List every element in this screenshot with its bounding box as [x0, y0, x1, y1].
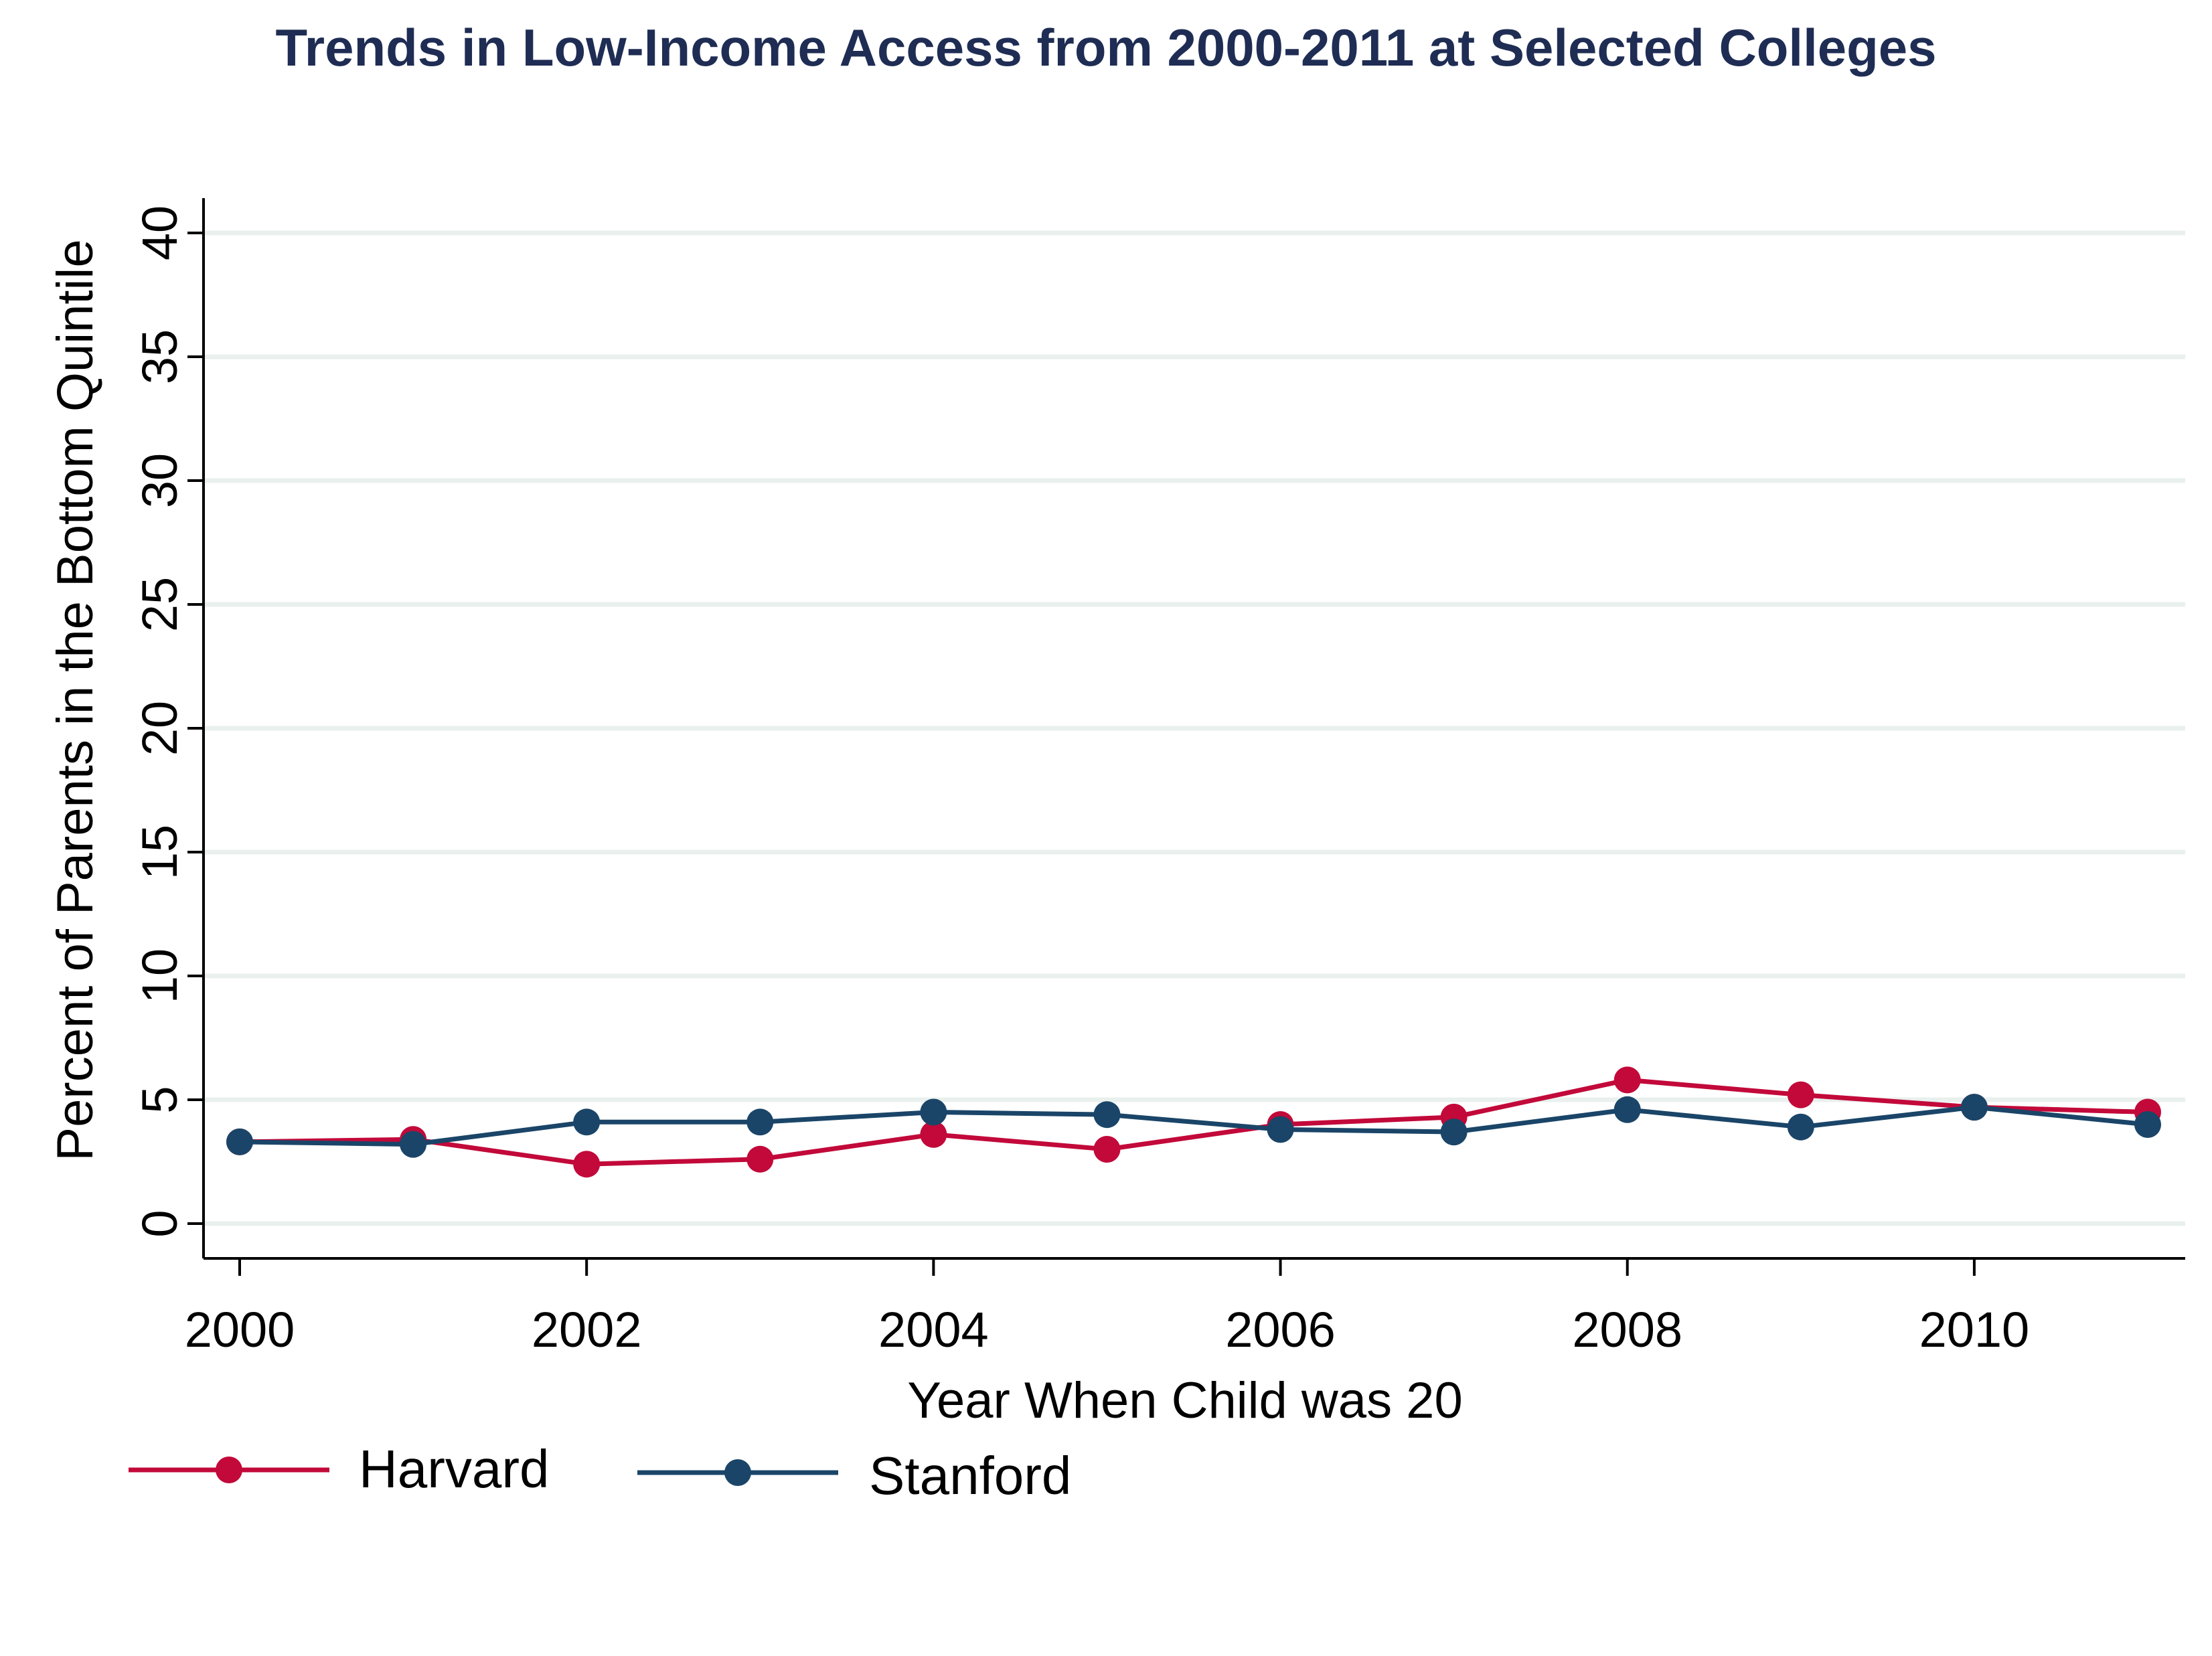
data-point — [2134, 1111, 2161, 1138]
data-point — [746, 1108, 774, 1136]
data-point — [573, 1108, 601, 1136]
legend-label: Harvard — [359, 1439, 550, 1499]
y-tick-label: 40 — [132, 205, 187, 260]
legend-swatch-marker — [216, 1457, 242, 1483]
data-point — [1787, 1113, 1814, 1141]
data-point — [226, 1128, 253, 1155]
legend-item-stanford: Stanford — [637, 1446, 1071, 1505]
data-point — [400, 1131, 427, 1158]
data-point — [1613, 1066, 1641, 1094]
x-tick-label: 2006 — [1225, 1302, 1336, 1357]
series-stanford — [226, 1094, 2161, 1158]
data-point — [1093, 1101, 1121, 1129]
y-axis-label: Percent of Parents in the Bottom Quintil… — [47, 239, 104, 1161]
axes: 0 5 10 15 20 25 30 35 40 2000 2002 2004 2006 2008 2010 — [132, 198, 2185, 1357]
x-tick-label: 2000 — [185, 1302, 295, 1357]
data-point — [1093, 1136, 1121, 1163]
y-tick-label: 15 — [132, 825, 187, 880]
legend-swatch-marker — [724, 1459, 751, 1486]
data-point — [1960, 1094, 1988, 1121]
series-line — [239, 1104, 2148, 1147]
y-tick-label: 20 — [132, 701, 187, 756]
y-tick-label: 5 — [132, 1086, 187, 1113]
data-point — [920, 1121, 947, 1148]
data-point — [920, 1098, 947, 1126]
y-tick-label: 0 — [132, 1210, 187, 1237]
data-point — [1613, 1096, 1641, 1123]
y-tick-label: 30 — [132, 453, 187, 508]
data-point — [573, 1151, 601, 1178]
chart-title: Trends in Low-Income Access from 2000-20… — [275, 18, 1936, 77]
y-tick-label: 35 — [132, 329, 187, 384]
data-point — [1267, 1116, 1294, 1143]
grid-lines — [204, 230, 2185, 1226]
data-point — [746, 1145, 774, 1173]
x-tick-label: 2008 — [1572, 1302, 1682, 1357]
x-tick-label: 2010 — [1919, 1302, 2030, 1357]
data-point — [1440, 1119, 1468, 1146]
legend: Harvard Stanford — [129, 1439, 1071, 1505]
data-point — [1787, 1081, 1814, 1108]
x-axis-label: Year When Child was 20 — [907, 1372, 1462, 1429]
y-tick-label: 25 — [132, 577, 187, 632]
series-line — [239, 1077, 2148, 1167]
x-tick-label: 2004 — [878, 1302, 989, 1357]
legend-label: Stanford — [869, 1446, 1071, 1505]
legend-item-harvard: Harvard — [129, 1439, 550, 1499]
x-tick-label: 2002 — [532, 1302, 642, 1357]
series-lines — [226, 1066, 2161, 1178]
y-tick-label: 10 — [132, 948, 187, 1003]
